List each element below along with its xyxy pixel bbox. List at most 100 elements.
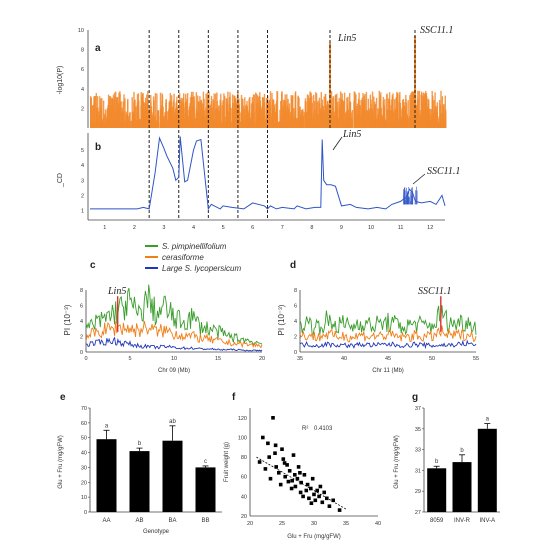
panel-b-xtick-label: 5	[222, 225, 225, 231]
manhattan-point	[380, 92, 382, 128]
manhattan-point	[351, 119, 353, 128]
manhattan-point	[144, 121, 146, 128]
manhattan-point	[252, 105, 254, 128]
manhattan-point	[195, 119, 198, 128]
panel-e-ylabel: Glu + Fru (mg/gFW)	[58, 435, 64, 489]
manhattan-point	[126, 115, 129, 128]
scatter-point	[273, 443, 278, 448]
manhattan-point	[193, 96, 195, 128]
manhattan-point	[310, 92, 312, 128]
bar	[162, 440, 183, 512]
manhattan-point	[139, 123, 141, 128]
manhattan-point	[256, 93, 258, 128]
manhattan-point	[336, 119, 338, 128]
panel-a-ytick-label: 8	[81, 48, 84, 54]
manhattan-point	[307, 95, 309, 128]
manhattan-point	[165, 123, 167, 128]
manhattan-point	[349, 102, 351, 128]
manhattan-point	[204, 124, 207, 128]
manhattan-point	[116, 123, 118, 128]
significance-letter: ab	[169, 419, 176, 425]
manhattan-point	[305, 119, 307, 128]
manhattan-point	[315, 92, 317, 128]
manhattan-point	[361, 97, 363, 128]
manhattan-point	[263, 102, 266, 128]
manhattan-point	[401, 108, 403, 128]
scatter-point	[263, 467, 268, 471]
manhattan-point	[195, 92, 197, 128]
manhattan-point	[330, 91, 333, 128]
manhattan-point	[154, 93, 157, 128]
panel-f-r2-value: 0.4103	[314, 426, 333, 432]
manhattan-point	[356, 103, 359, 128]
panel-b-xtick-label: 10	[368, 225, 374, 231]
pi-ytick-label: 4	[294, 319, 297, 325]
panel-e: e Glu + Fru (mg/gFW) Genotype 0 10 20 30 40 5…	[58, 392, 222, 535]
manhattan-point	[300, 110, 303, 128]
scatter-xtick-label: 20	[247, 521, 253, 527]
scatter-point	[287, 469, 292, 473]
manhattan-point	[174, 112, 176, 128]
manhattan-point	[173, 93, 175, 128]
manhattan-point	[168, 108, 170, 128]
scatter-point	[322, 490, 326, 495]
panel-b-ssc-label: SSC11.1	[427, 166, 460, 177]
manhattan-point	[299, 106, 301, 128]
scatter-point	[305, 482, 310, 487]
manhattan-point	[276, 91, 279, 128]
manhattan-point	[362, 100, 364, 128]
manhattan-point	[428, 122, 430, 128]
manhattan-point	[105, 118, 108, 128]
manhattan-point	[289, 118, 291, 128]
manhattan-point	[257, 96, 260, 128]
manhattan-point	[124, 98, 126, 128]
manhattan-point	[399, 121, 401, 128]
manhattan-point	[165, 112, 167, 128]
bar-category-label: INV-A	[479, 518, 495, 524]
manhattan-point	[226, 99, 228, 128]
manhattan-point	[125, 114, 128, 128]
manhattan-point	[302, 109, 304, 128]
manhattan-point	[265, 123, 267, 128]
manhattan-point	[358, 100, 360, 128]
manhattan-point	[136, 112, 138, 128]
significance-letter: b	[460, 448, 464, 454]
panel-b-xtick-label: 7	[281, 225, 284, 231]
manhattan-point	[324, 94, 327, 128]
manhattan-point	[113, 92, 116, 128]
manhattan-point	[269, 105, 272, 128]
manhattan-point	[350, 112, 352, 128]
legend-label: S. pimpinellifolium	[162, 242, 227, 251]
manhattan-point	[293, 116, 296, 128]
manhattan-point	[403, 111, 406, 128]
panel-b-xtick-label: 12	[427, 225, 433, 231]
manhattan-point	[223, 93, 225, 128]
manhattan-point	[404, 110, 407, 128]
panel-d-xlabel: Chr 11 (Mb)	[372, 368, 404, 374]
manhattan-point	[338, 121, 340, 128]
manhattan-point	[341, 124, 343, 128]
manhattan-point	[170, 116, 173, 128]
panel-f: f Fruit weight (g) Glu + Fru (mg/gFW) R²…	[224, 392, 381, 540]
manhattan-point	[107, 104, 109, 128]
panel-a-ytick-label: 10	[78, 28, 84, 34]
panel-f-xlabel: Glu + Fru (mg/gFW)	[287, 534, 341, 540]
manhattan-point	[144, 108, 146, 128]
manhattan-point	[229, 96, 231, 128]
manhattan-point	[259, 124, 262, 128]
manhattan-point	[211, 114, 213, 128]
manhattan-point	[434, 105, 437, 128]
manhattan-point	[324, 119, 327, 128]
panel-b-ytick-label: 2	[81, 193, 84, 199]
manhattan-point	[200, 124, 202, 128]
scatter-xtick-label: 30	[311, 521, 317, 527]
manhattan-point	[273, 119, 276, 128]
panel-b-cd-line	[90, 136, 446, 211]
panel-b-xtick-label: 1	[103, 225, 106, 231]
manhattan-point	[370, 117, 372, 128]
scatter-point	[309, 501, 314, 505]
manhattan-point	[319, 119, 322, 128]
manhattan-point	[192, 121, 195, 128]
scatter-point	[304, 488, 309, 493]
manhattan-point	[203, 110, 205, 128]
